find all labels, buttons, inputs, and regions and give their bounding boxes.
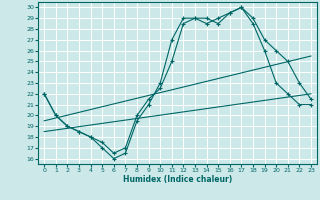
X-axis label: Humidex (Indice chaleur): Humidex (Indice chaleur) (123, 175, 232, 184)
